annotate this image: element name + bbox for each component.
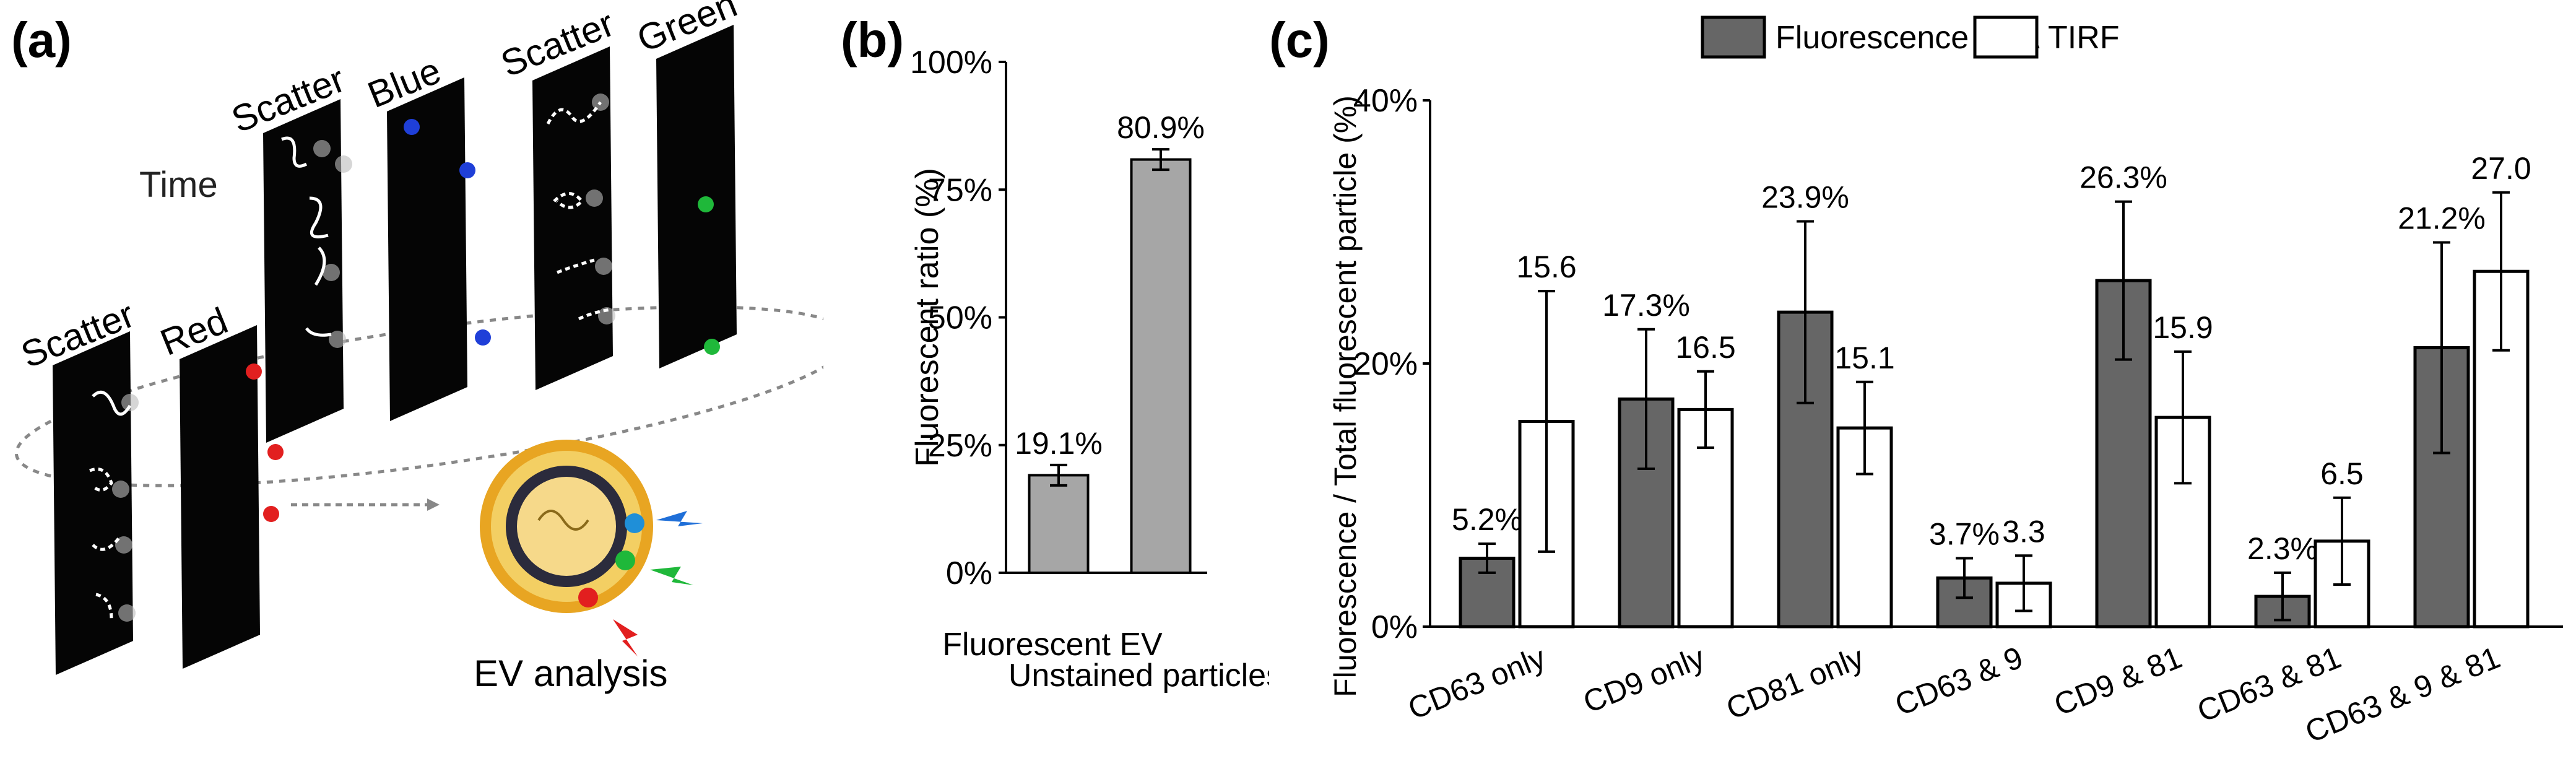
x-tick-label: Unstained particles [1008,658,1269,694]
data-label: 80.9% [1117,110,1205,145]
data-label: 5.2% [1452,502,1522,537]
data-label: 15.9 [2153,310,2213,345]
data-label: 16.5 [1675,330,1735,365]
x-tick-label: CD63 only [1403,640,1550,726]
x-tick-label: CD63 & 9 [1890,640,2027,722]
y-axis-title: Fluorescent ratio (%) [909,168,945,467]
red-dot [246,363,262,380]
time-orbit [14,305,823,487]
x-tick-label: Fluorescent EV [942,627,1163,663]
ev-vesicle-illustration [480,440,703,656]
analysis-arrowhead [427,498,440,511]
panel-c-chart: (c) 0% 20% 40%Fluorescence / Total fluores… [1269,12,2563,749]
data-label: 3.7% [1929,517,2000,552]
y-tick-label: 50% [928,300,992,336]
blue-dot [459,162,475,178]
y-tick-label: 100% [910,45,992,81]
y-tick-label: 0% [1371,609,1418,645]
data-label: 6.5 [2320,456,2364,491]
green-dot [704,339,720,355]
data-label: 15.1 [1834,341,1894,375]
x-tick-label: CD9 & 81 [2049,640,2187,722]
x-tick-label: CD9 only [1578,640,1709,720]
data-label: 27.0 [2471,151,2531,186]
data-label: 23.9% [1761,180,1849,215]
panel-c-letter: (c) [1269,12,1330,67]
y-axis-title: Fluorescence / Total fluorescent particl… [1328,95,1363,697]
x-tick-label: CD81 only [1722,640,1868,726]
time-label: Time [139,165,218,205]
y-tick-label: 0% [946,555,992,591]
bar [1130,158,1192,574]
strip-red [180,325,284,669]
legend-label: TIRF [2048,20,2120,56]
data-label: 3.3 [2002,514,2045,549]
data-label: 17.3% [1602,288,1690,323]
panel-a-letter: (a) [11,12,72,67]
legend-swatch [1701,15,1766,59]
y-tick-label: 75% [928,172,992,208]
blue-dot [404,119,420,135]
y-tick-label: 20% [1353,346,1418,382]
red-dot [267,444,284,460]
y-tick-label: 25% [928,428,992,464]
data-label: 26.3% [2079,160,2167,195]
data-label: 19.1% [1015,426,1103,461]
panel-b-letter: (b) [841,12,904,67]
strip-scatter-3 [532,46,615,390]
blue-dot [475,329,491,346]
legend-swatch [1973,15,2039,59]
data-label: 2.3% [2247,531,2318,566]
data-label: 21.2% [2398,201,2486,236]
ev-analysis-label: EV analysis [474,653,667,694]
strip-blue [387,77,491,421]
strip-green [656,25,737,368]
data-label: 15.6 [1516,250,1576,284]
strip-scatter-2 [263,99,352,443]
panel-a-schematic: (a) Time Scatter Red Scatter Blue Scatte… [11,0,823,694]
green-dot [698,196,714,212]
panel-b-chart: (b) 0% 25% 50% 75% 100% Fluorescent ratio (%)… [841,12,1269,694]
strip-scatter-1 [53,331,139,675]
y-tick-label: 40% [1353,83,1418,119]
red-dot [263,506,279,522]
bar [1028,474,1090,574]
